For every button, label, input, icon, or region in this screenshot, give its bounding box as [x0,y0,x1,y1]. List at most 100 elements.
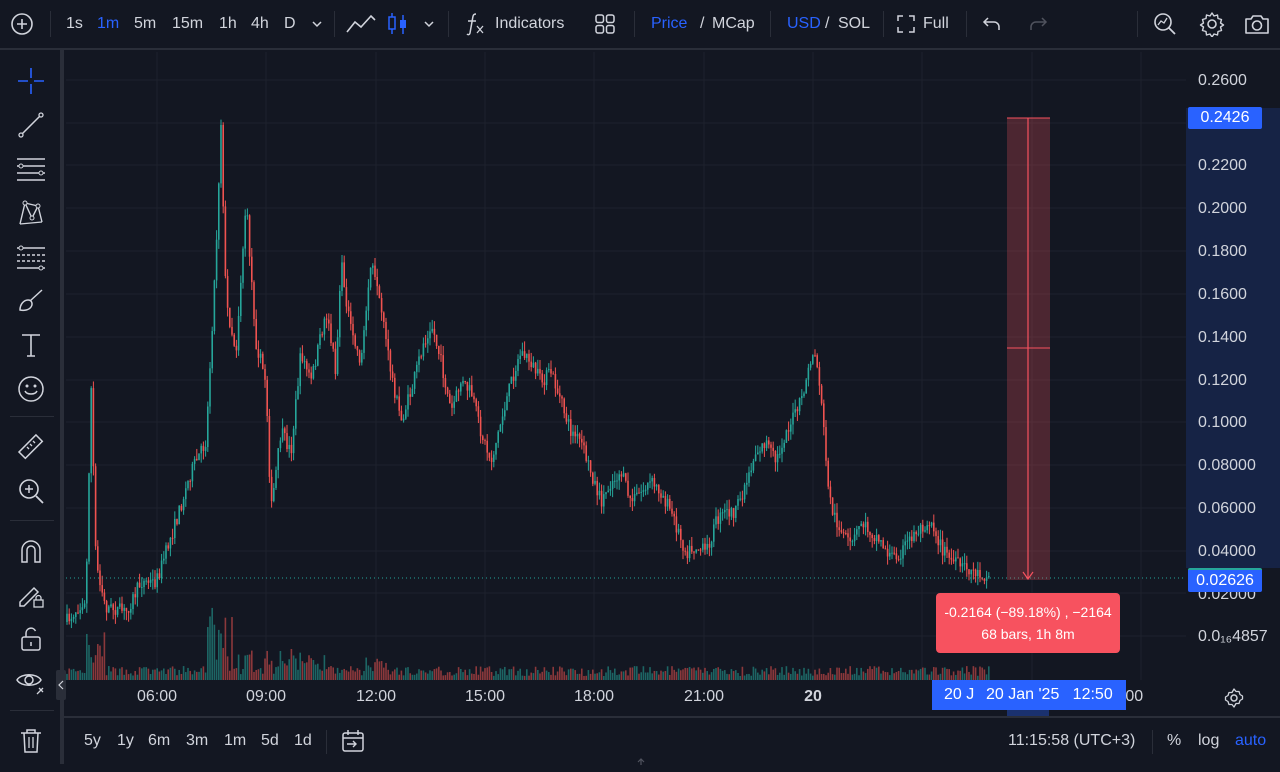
candle-body [699,549,702,551]
candle-body [453,401,455,408]
function-icon[interactable] [464,0,486,48]
candle-body [647,482,649,490]
volume-bar [479,666,482,680]
range-6m[interactable]: 6m [148,732,171,749]
sol-toggle[interactable]: SOL [838,15,871,32]
redo-icon[interactable] [1028,0,1048,48]
trash-icon[interactable] [14,724,48,758]
volume-bar [187,667,189,680]
candles-icon[interactable] [386,0,410,48]
line-chart-icon[interactable] [345,0,377,48]
undo-icon[interactable] [982,0,1002,48]
chevron-down-icon[interactable] [310,0,324,48]
candle-body [435,334,438,346]
chevron-up-icon[interactable] [634,754,648,765]
volume-bar [156,668,158,680]
emoji-icon[interactable] [14,372,48,406]
interval-1m[interactable]: 1m [97,15,120,32]
volume-bar [389,674,392,680]
layout-grid-icon[interactable] [594,0,616,48]
fullscreen-icon[interactable] [896,0,916,48]
price-toggle[interactable]: Price [651,15,688,32]
log-toggle[interactable]: log [1198,732,1220,749]
candle-body [688,545,691,559]
range-5y[interactable]: 5y [84,732,101,749]
settings-circle-icon[interactable] [1222,686,1246,710]
gear-icon[interactable] [1199,0,1225,48]
candle-body [598,490,601,496]
range-5d[interactable]: 5d [261,732,279,749]
volume-bar [902,672,904,680]
full-button[interactable]: Full [923,15,949,32]
eye-icon[interactable] [14,664,48,698]
fib-icon[interactable] [14,152,48,186]
volume-bar [924,667,926,680]
chevron-down-icon[interactable] [422,0,436,48]
lock-pencil-icon[interactable] [14,578,48,612]
volume-bar [642,666,645,680]
candle-body [708,543,711,548]
projection-icon[interactable] [14,240,48,274]
range-1m[interactable]: 1m [224,732,247,749]
candle-body [677,528,680,533]
volume-bar [891,668,893,680]
price-range-measure[interactable] [1007,117,1050,581]
indicators-button[interactable]: Indicators [495,15,565,32]
candle-body [873,538,876,542]
price-axis[interactable]: 0.2600 0.2200 0.2000 0.1800 0.1600 0.140… [1186,52,1280,680]
candle-body [218,183,220,240]
volume-bar [297,669,299,680]
calendar-goto-icon[interactable] [340,718,366,764]
magnet-icon[interactable] [14,534,48,568]
brush-icon[interactable] [14,284,48,318]
usd-toggle[interactable]: USD [787,15,821,32]
volume-bar [103,632,106,680]
price-chart[interactable] [66,52,1186,680]
interval-1s[interactable]: 1s [66,15,83,32]
volume-bar [396,667,398,680]
auto-toggle[interactable]: auto [1235,732,1267,749]
range-3m[interactable]: 3m [186,732,209,749]
plus-circle-icon[interactable] [10,0,34,48]
volume-bar [295,658,297,680]
volume-bar [446,672,449,680]
volume-bar [127,674,130,680]
volume-bar [176,675,178,680]
lock-icon[interactable] [14,622,48,656]
search-chart-icon[interactable] [1152,0,1178,48]
candle-body [273,488,275,502]
percent-toggle[interactable]: % [1167,732,1182,749]
range-1y[interactable]: 1y [117,732,134,749]
volume-bar [152,669,154,680]
candle-body [636,492,638,495]
interval-4h[interactable]: 4h [251,15,269,32]
range-1d[interactable]: 1d [294,732,312,749]
volume-bar [675,671,678,680]
text-icon[interactable] [14,328,48,362]
candle-body [473,396,475,400]
zoom-icon[interactable] [14,474,48,508]
pattern-icon[interactable] [14,196,48,230]
candle-body [88,473,90,562]
trendline-icon[interactable] [14,108,48,142]
volume-bar [730,669,733,680]
collapse-toolbar-icon[interactable] [56,670,66,700]
candle-body [543,382,546,386]
volume-bar [160,670,163,680]
candle-body [471,385,473,397]
candle-body [323,318,326,335]
ruler-icon[interactable] [14,430,48,464]
interval-1h[interactable]: 1h [219,15,237,32]
candle-body [603,494,605,507]
time-axis[interactable]: 06:00 09:00 12:00 15:00 18:00 21:00 20 :… [66,680,1186,716]
mcap-toggle[interactable]: MCap [712,15,755,32]
candle-body [581,438,583,443]
interval-D[interactable]: D [284,15,296,32]
candle-body [255,319,257,350]
camera-icon[interactable] [1243,0,1271,48]
crosshair-icon[interactable] [14,64,48,98]
candle-body [358,350,361,363]
interval-5m[interactable]: 5m [134,15,157,32]
interval-15m[interactable]: 15m [172,15,204,32]
candle-body [501,416,504,425]
